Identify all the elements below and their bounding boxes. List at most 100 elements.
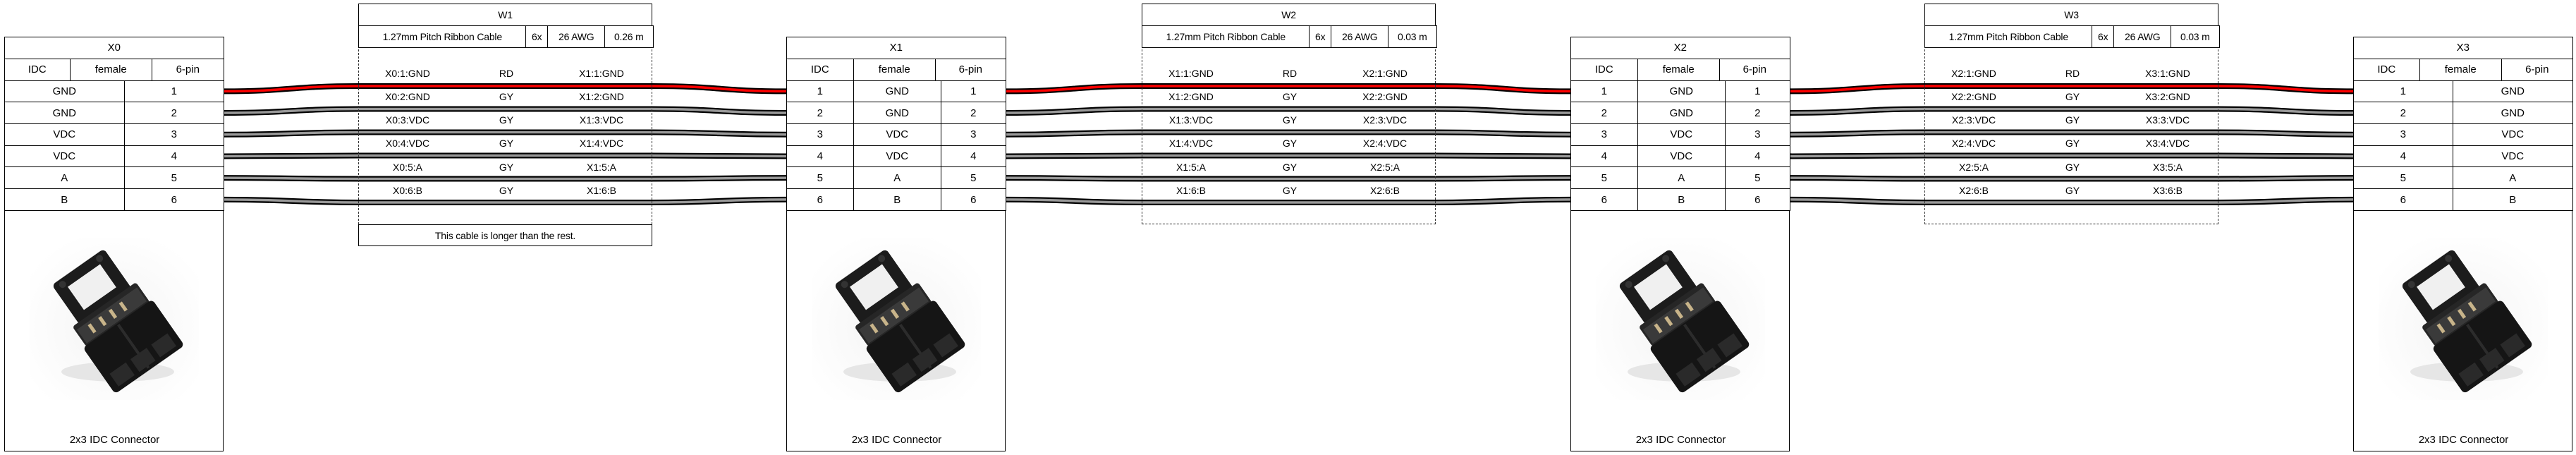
pin-label[interactable]: GND — [2452, 80, 2573, 103]
connector-X2[interactable]: X2 IDC female 6-pin 1 GND 1 2 GND 2 3 VDC 3 4 VDC 4 5 A 5 6… — [1570, 36, 1790, 451]
wire-to-label: X3:3:VDC — [2145, 114, 2190, 126]
pin-number[interactable]: 5 — [1570, 166, 1638, 190]
pin-label[interactable]: A — [1637, 166, 1726, 190]
connector-pincount: 6-pin — [934, 58, 1006, 81]
pin-label[interactable]: B — [1637, 188, 1726, 212]
wire-from-label: X0:6:B — [392, 185, 423, 196]
pin-number[interactable]: 3 — [2352, 123, 2453, 147]
pin-number[interactable]: 5 — [786, 166, 854, 190]
pin-number[interactable]: 2 — [786, 102, 854, 125]
pin-label[interactable]: A — [853, 166, 941, 190]
cable-type: 1.27mm Pitch Ribbon Cable — [358, 25, 527, 48]
wire-from-label: X1:3:VDC — [1168, 114, 1214, 126]
wire-from-label: X0:5:A — [392, 162, 423, 173]
pin-number[interactable]: 2 — [1570, 102, 1638, 125]
pin-label[interactable]: GND — [4, 80, 125, 103]
pin-number[interactable]: 5 — [940, 166, 1006, 190]
pin-number[interactable]: 4 — [2352, 145, 2453, 168]
wire-to-label: X1:4:VDC — [579, 138, 624, 149]
cable-note: This cable is longer than the rest. — [358, 224, 652, 246]
pin-label[interactable]: VDC — [2452, 145, 2573, 168]
pin-label[interactable]: VDC — [2452, 123, 2573, 147]
cable-wirecount: 6x — [525, 25, 549, 48]
pin-number[interactable]: 4 — [1724, 145, 1790, 168]
pin-label[interactable]: GND — [1637, 102, 1726, 125]
cable-type: 1.27mm Pitch Ribbon Cable — [1924, 25, 2093, 48]
wire-core-W1-1 — [223, 85, 787, 93]
pin-number[interactable]: 6 — [1570, 188, 1638, 212]
cable-length: 0.26 m — [604, 25, 654, 48]
pin-label[interactable]: VDC — [4, 145, 125, 168]
pin-label[interactable]: GND — [853, 80, 941, 103]
pin-label[interactable]: GND — [853, 102, 941, 125]
pin-number[interactable]: 3 — [123, 123, 224, 147]
wire-color-label: GY — [2065, 162, 2080, 173]
pin-label[interactable]: VDC — [1637, 123, 1726, 147]
cable-name: W2 — [1142, 4, 1436, 26]
pin-label[interactable]: VDC — [853, 123, 941, 147]
wire-color-label: GY — [499, 185, 514, 196]
connector-pincount: 6-pin — [2501, 58, 2573, 81]
pin-number[interactable]: 1 — [1724, 80, 1790, 103]
pin-number[interactable]: 4 — [1570, 145, 1638, 168]
wire-to-label: X1:1:GND — [579, 68, 624, 79]
wire-to-label: X2:4:VDC — [1362, 138, 1408, 149]
pin-number[interactable]: 6 — [940, 188, 1006, 212]
pin-label[interactable]: GND — [4, 102, 125, 125]
wire-from-label: X1:5:A — [1176, 162, 1207, 173]
pin-label[interactable]: GND — [1637, 80, 1726, 103]
pin-number[interactable]: 5 — [123, 166, 224, 190]
cable-wirecount: 6x — [1309, 25, 1332, 48]
pin-number[interactable]: 2 — [2352, 102, 2453, 125]
wire-from-label: X2:1:GND — [1951, 68, 1996, 79]
wire-color-label: GY — [2065, 91, 2080, 102]
connector-X3[interactable]: X3 IDC female 6-pin 1 GND 2 GND 3 VDC 4 VDC 5 A 6 B 2x3 … — [2352, 36, 2573, 451]
pin-label[interactable]: VDC — [4, 123, 125, 147]
wire-to-label: X1:2:GND — [579, 91, 624, 102]
wire-color-label: GY — [499, 114, 514, 126]
pin-number[interactable]: 4 — [123, 145, 224, 168]
pin-label[interactable]: B — [2452, 188, 2573, 212]
wire-color-label: GY — [1282, 114, 1298, 126]
pin-number[interactable]: 2 — [1724, 102, 1790, 125]
pin-label[interactable]: VDC — [853, 145, 941, 168]
pin-number[interactable]: 4 — [940, 145, 1006, 168]
connector-X1[interactable]: X1 IDC female 6-pin 1 GND 1 2 GND 2 3 VDC 3 4 VDC 4 5 A 5 6… — [786, 36, 1006, 451]
wire-to-label: X3:5:A — [2152, 162, 2183, 173]
pin-label[interactable]: GND — [2452, 102, 2573, 125]
connector-name: X3 — [2352, 36, 2573, 59]
idc-connector-photo-icon — [30, 238, 199, 400]
pin-number[interactable]: 1 — [123, 80, 224, 103]
pin-number[interactable]: 3 — [1570, 123, 1638, 147]
pin-number[interactable]: 1 — [786, 80, 854, 103]
idc-connector-photo — [812, 238, 981, 400]
pin-number[interactable]: 5 — [2352, 166, 2453, 190]
connector-X0[interactable]: X0 IDC female 6-pin GND 1 GND 2 VDC 3 VDC 4 A 5 B 6 2x3 … — [4, 36, 224, 451]
pin-label[interactable]: A — [2452, 166, 2573, 190]
connector-name: X2 — [1570, 36, 1790, 59]
pin-label[interactable]: B — [4, 188, 125, 212]
pin-number[interactable]: 1 — [940, 80, 1006, 103]
pin-number[interactable]: 6 — [1724, 188, 1790, 212]
pin-number[interactable]: 4 — [786, 145, 854, 168]
pin-label[interactable]: VDC — [1637, 145, 1726, 168]
pin-number[interactable]: 3 — [940, 123, 1006, 147]
wire-from-label: X0:3:VDC — [385, 114, 430, 126]
pin-number[interactable]: 6 — [123, 188, 224, 212]
pin-number[interactable]: 3 — [786, 123, 854, 147]
pin-number[interactable]: 5 — [1724, 166, 1790, 190]
pin-number[interactable]: 2 — [940, 102, 1006, 125]
pin-number[interactable]: 2 — [123, 102, 224, 125]
pin-number[interactable]: 6 — [2352, 188, 2453, 212]
wire-to-label: X2:5:A — [1369, 162, 1400, 173]
pin-label[interactable]: A — [4, 166, 125, 190]
pin-label[interactable]: B — [853, 188, 941, 212]
pin-number[interactable]: 1 — [2352, 80, 2453, 103]
pin-number[interactable]: 6 — [786, 188, 854, 212]
pin-number[interactable]: 1 — [1570, 80, 1638, 103]
connector-gender: female — [1637, 58, 1720, 81]
pin-number[interactable]: 3 — [1724, 123, 1790, 147]
connector-type: IDC — [786, 58, 854, 81]
connector-type: IDC — [2352, 58, 2420, 81]
